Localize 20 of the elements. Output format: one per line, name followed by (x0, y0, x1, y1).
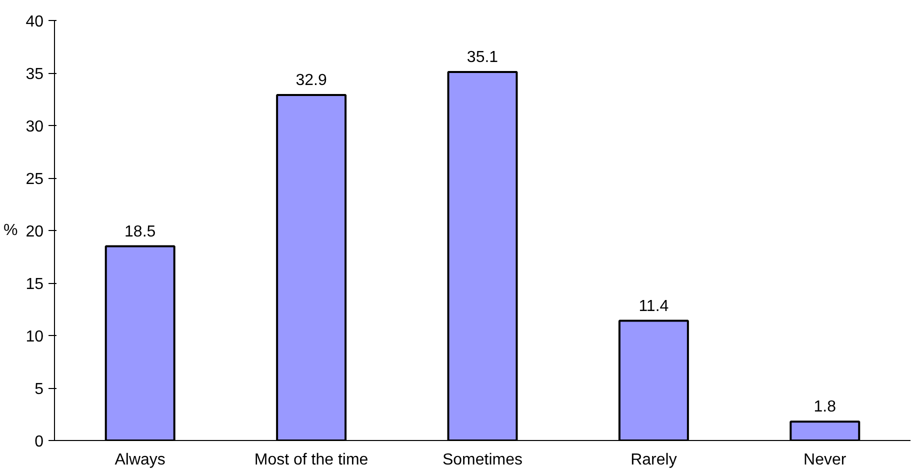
y-tick-label: 25 (26, 171, 44, 188)
y-tick-label: 30 (26, 118, 44, 136)
data-label: 18.5 (124, 223, 156, 240)
x-tick-label: Sometimes (442, 452, 523, 468)
y-axis-title: % (3, 222, 18, 239)
y-tick-label: 40 (26, 14, 44, 30)
data-label: 1.8 (814, 398, 836, 416)
x-tick-label: Never (804, 452, 847, 468)
y-tick-label: 20 (26, 224, 44, 240)
data-label: 32.9 (296, 72, 327, 90)
data-label: 35.1 (466, 48, 498, 66)
x-tick-label: Most of the time (254, 452, 368, 468)
y-tick-label: 5 (34, 381, 44, 398)
y-tick-label: 0 (34, 434, 44, 450)
y-tick-label: 35 (26, 66, 44, 83)
y-tick-label: 10 (26, 328, 44, 346)
data-label: 11.4 (638, 298, 669, 315)
y-tick-label: 15 (26, 276, 44, 293)
x-tick-label: Rarely (630, 452, 677, 468)
x-tick-label: Always (114, 452, 166, 468)
